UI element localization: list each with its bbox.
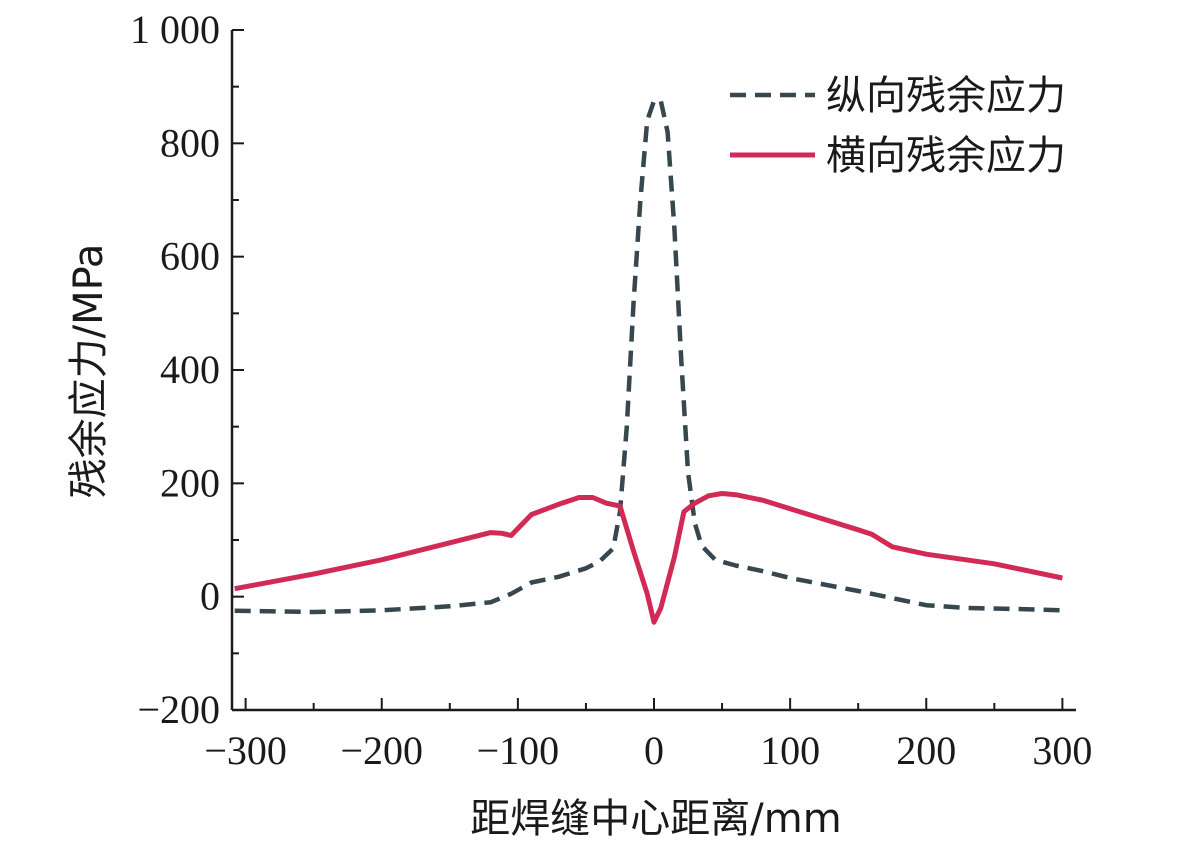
series-line-transverse bbox=[234, 491, 1063, 625]
x-tick-label: 200 bbox=[896, 728, 956, 773]
x-tick-label: 0 bbox=[644, 728, 664, 773]
x-tick-label: 100 bbox=[760, 728, 820, 773]
legend-label: 纵向残余应力 bbox=[826, 73, 1066, 119]
x-tick-label: 300 bbox=[1032, 728, 1092, 773]
y-tick-label: −200 bbox=[137, 687, 220, 732]
x-tick-label: −300 bbox=[204, 728, 287, 773]
y-tick-label: 600 bbox=[160, 234, 220, 279]
series-lines bbox=[234, 98, 1063, 625]
axis-tick-labels: −300 −200 −100 0 100 200 300−20002004006008001… bbox=[130, 7, 1092, 773]
y-tick-label: 200 bbox=[160, 460, 220, 505]
x-tick-label: −100 bbox=[477, 728, 560, 773]
x-axis-title: 距焊缝中心距离/mm bbox=[470, 796, 841, 842]
axis-ticks bbox=[232, 29, 1064, 711]
y-tick-label: 800 bbox=[160, 120, 220, 165]
y-axis-title: 残余应力/MPa bbox=[66, 244, 112, 499]
y-tick-label: 400 bbox=[160, 347, 220, 392]
y-tick-label: 0 bbox=[200, 574, 220, 619]
legend-label: 横向残余应力 bbox=[826, 133, 1066, 179]
x-tick-label: −200 bbox=[340, 728, 423, 773]
series-line-longitudinal bbox=[234, 98, 1063, 615]
y-tick-label: 1 000 bbox=[130, 7, 220, 52]
